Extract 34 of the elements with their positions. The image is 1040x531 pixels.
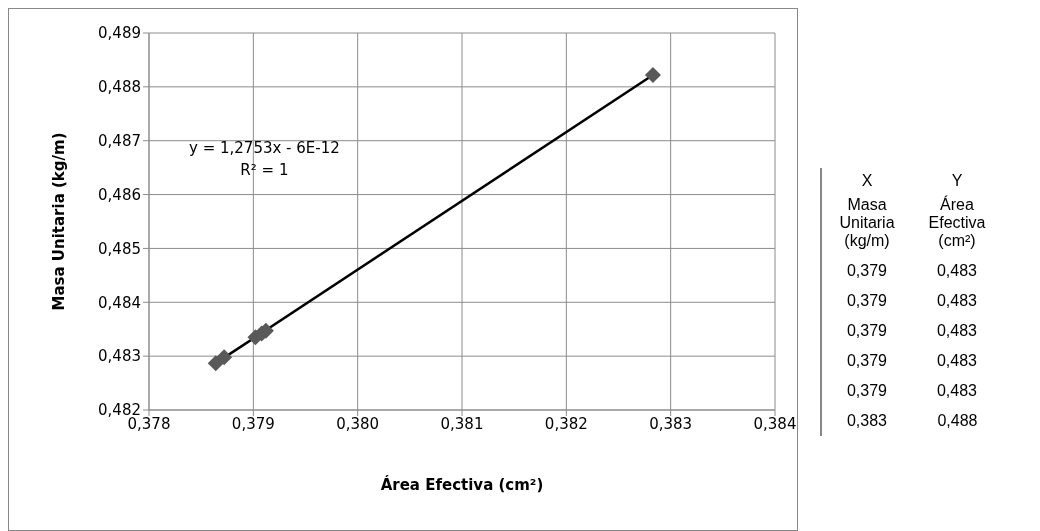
y-tick-label: 0,488 (98, 78, 141, 97)
text: 0,483 (935, 321, 978, 341)
text: 0,483 (935, 291, 978, 311)
text: 0,483 (935, 261, 978, 281)
x-tick-label: 0,379 (231, 414, 275, 433)
text: Masa Unitaria (kg/m) (838, 195, 896, 251)
text: 0,379 (845, 291, 888, 311)
text: Y (950, 171, 964, 190)
text: 0,483 (935, 351, 978, 371)
text: X (860, 171, 874, 190)
annotation: y = 1,2753x - 6E-12 (189, 138, 340, 159)
text: 0,379 (845, 261, 888, 281)
text: 0,379 (845, 351, 888, 371)
annotation: R² = 1 (239, 160, 290, 181)
x-tick-label: 0,381 (440, 414, 484, 433)
x-tick-label: 0,382 (544, 414, 588, 433)
x-tick-label: 0,384 (753, 414, 797, 433)
y-tick-label: 0,484 (98, 293, 141, 312)
y-tick-label: 0,485 (98, 239, 141, 258)
text: 0,483 (935, 381, 978, 401)
text: 0,379 (845, 321, 888, 341)
y-tick-label: 0,486 (98, 185, 141, 204)
text: 0,379 (845, 381, 888, 401)
y-tick-label: 0,483 (98, 347, 141, 366)
y-tick-label: 0,487 (98, 132, 141, 151)
text: 0,488 (936, 411, 979, 431)
y-tick-label: 0,489 (98, 24, 141, 43)
point (216, 349, 233, 366)
x-tick-label: 0,383 (649, 414, 693, 433)
point (644, 67, 661, 84)
text: Área Efectiva (cm²) (927, 194, 987, 251)
x-axis-title: Área Efectiva (cm²) (380, 475, 544, 494)
x-tick-label: 0,380 (336, 414, 380, 433)
y-axis-title: Masa Unitaria (kg/m) (50, 132, 69, 311)
